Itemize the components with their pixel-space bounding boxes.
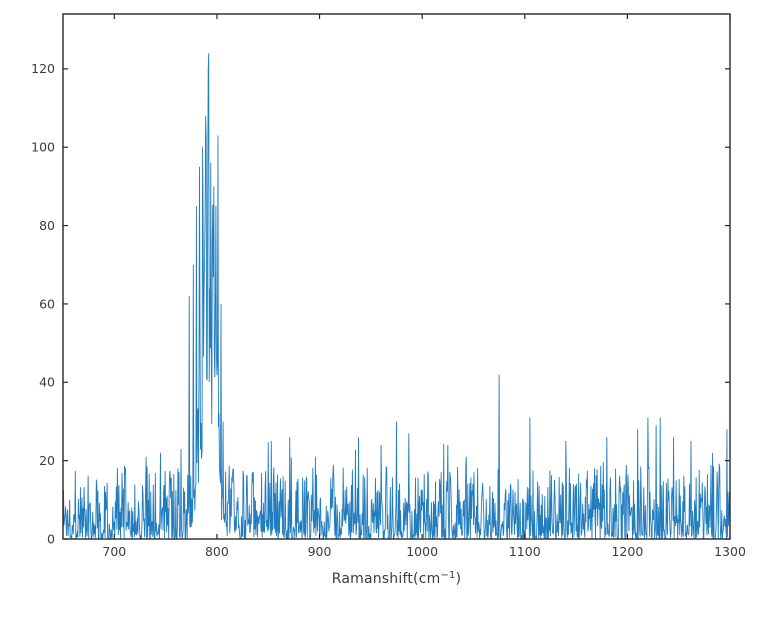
axes-box bbox=[62, 13, 731, 540]
x-tick-label: 700 bbox=[102, 544, 126, 559]
x-axis-label-superscript: −1 bbox=[440, 570, 456, 581]
x-tick-label: 1200 bbox=[611, 544, 643, 559]
x-tick-label: 1100 bbox=[509, 544, 541, 559]
x-axis-label-prefix: Ramanshift(cm bbox=[331, 571, 441, 587]
y-tick-label: 120 bbox=[31, 61, 55, 76]
y-tick-label: 0 bbox=[47, 531, 55, 546]
y-tick-label: 100 bbox=[31, 140, 55, 155]
x-axis-label-suffix: ) bbox=[455, 571, 462, 587]
x-tick-label: 1300 bbox=[714, 544, 746, 559]
y-tick-label: 40 bbox=[39, 375, 55, 390]
y-tick-label: 60 bbox=[39, 296, 55, 311]
y-tick-label: 80 bbox=[39, 218, 55, 233]
y-tick-label: 20 bbox=[39, 453, 55, 468]
x-tick-label: 1000 bbox=[406, 544, 438, 559]
x-tick-label: 900 bbox=[308, 544, 332, 559]
x-axis-label: Ramanshift(cm−1) bbox=[63, 570, 730, 587]
spectrum-line bbox=[63, 53, 730, 539]
x-tick-label: 800 bbox=[205, 544, 229, 559]
